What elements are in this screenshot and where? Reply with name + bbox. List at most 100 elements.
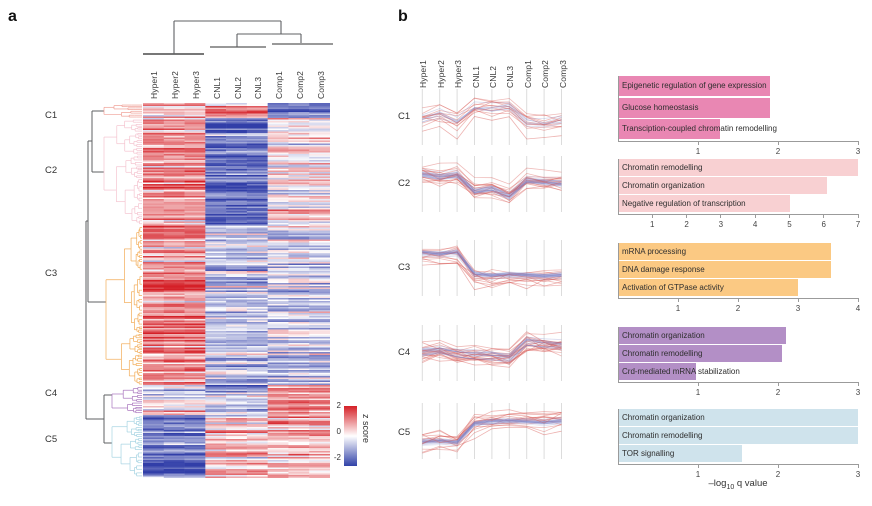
profile-line: [422, 339, 562, 356]
profile-line: [422, 416, 562, 447]
profile-line: [422, 110, 562, 132]
sample-label-b: Comp2: [540, 60, 551, 88]
go-x-axis: [618, 141, 858, 142]
profile-line: [422, 423, 562, 453]
cluster-label-a: C3: [45, 268, 58, 279]
profile-line: [422, 97, 562, 122]
profile-line: [422, 420, 562, 444]
go-bar-chart: Chromatin organization Chromatin remodell…: [618, 409, 860, 482]
profile-line: [422, 420, 562, 444]
go-axis-label-sub: 10: [726, 483, 735, 491]
profile-line: [422, 248, 562, 280]
cluster-label-b: C5: [398, 427, 411, 438]
go-bar: [619, 76, 771, 96]
sample-label-a: Hyper3: [190, 70, 201, 99]
go-tick-label: 2: [684, 220, 689, 229]
profile-line: [422, 331, 562, 355]
profile-line: [422, 251, 562, 277]
go-axis-tick: [686, 214, 688, 218]
profile-line: [422, 347, 562, 363]
profile-line: [422, 252, 562, 278]
go-axis-tick: [777, 141, 779, 145]
sample-label-a: CNL3: [253, 76, 264, 99]
profile-line: [422, 335, 562, 360]
profile-line: [422, 250, 562, 275]
go-bar: [619, 427, 858, 444]
go-bar: [619, 345, 783, 362]
profile-line: [422, 251, 562, 277]
go-bar-label: Transciption-coupled chromatin remodelli…: [622, 124, 777, 133]
sample-label-b: Hyper1: [418, 59, 429, 88]
sample-label-b: CNL2: [487, 65, 498, 88]
profile-line: [422, 175, 562, 198]
profile-line: [422, 162, 562, 185]
profile-line: [422, 169, 562, 198]
go-axis-tick: [754, 214, 756, 218]
go-bar-chart: Chromatin organization Chromatin remodell…: [618, 327, 860, 400]
go-axis-tick: [857, 141, 859, 145]
profile-line: [422, 251, 562, 276]
go-tick-label: 6: [821, 220, 826, 229]
cluster-label-a: C4: [45, 388, 58, 399]
go-bar-label: Chromatin remodelling: [622, 163, 703, 172]
profile-line: [422, 173, 562, 197]
go-axis-tick: [797, 298, 799, 302]
go-bar-chart: mRNA processing DNA damage response Activa…: [618, 243, 860, 316]
profile-line: [422, 254, 562, 282]
go-bar-label: TOR signalling: [622, 449, 675, 458]
profile-line: [422, 252, 562, 278]
profile-line: [422, 344, 562, 360]
profile-line: [422, 416, 562, 441]
profile-line: [422, 342, 562, 366]
profile-line: [422, 421, 562, 447]
profile-line: [422, 101, 562, 126]
go-y-axis: [618, 409, 619, 464]
profile-line: [422, 170, 562, 195]
profile-line: [422, 104, 562, 124]
profile-line: [422, 174, 562, 198]
go-bar: [619, 97, 771, 118]
go-bar-label: Chromatin organization: [622, 331, 705, 340]
sample-label-a: Comp3: [315, 71, 326, 99]
go-axis-tick: [677, 298, 679, 302]
go-tick-label: 2: [735, 304, 741, 313]
profile-line: [422, 418, 562, 442]
profile-line: [422, 346, 562, 368]
profile-line: [422, 249, 562, 275]
profile-line: [422, 424, 562, 451]
go-bar-label: Epigenetic regulation of gene expression: [622, 81, 767, 90]
profile-line: [422, 179, 562, 198]
profile-line: [422, 419, 562, 443]
go-bar: [619, 445, 743, 462]
go-tick-label: 2: [775, 388, 781, 397]
profile-line: [422, 262, 562, 291]
profile-line: [422, 344, 562, 365]
go-bar-label: Glucose homeostasis: [622, 102, 699, 112]
heatmap-canvas: [143, 103, 330, 478]
profile-line: [422, 252, 562, 278]
go-axis-tick: [737, 298, 739, 302]
go-bar: [619, 159, 858, 176]
profile-line: [422, 416, 562, 445]
go-bar: [619, 363, 697, 380]
profile-line: [422, 418, 562, 443]
profile-line: [422, 412, 562, 444]
profile-line: [422, 174, 562, 199]
cluster-label-b: C1: [398, 111, 411, 122]
profile-line: [422, 170, 562, 198]
profile-line: [422, 245, 562, 277]
profile-line: [422, 419, 562, 443]
profile-line: [422, 338, 562, 358]
profile-line: [422, 174, 562, 198]
profile-line: [422, 251, 562, 283]
cluster-label-b: C2: [398, 178, 411, 189]
go-bar: [619, 195, 790, 212]
go-bar-chart: Chromatin remodelling Chromatin organizat…: [618, 159, 860, 232]
profile-line: [422, 251, 562, 277]
profile-line: [422, 342, 562, 357]
profile-line: [422, 170, 562, 196]
profile-line: [422, 417, 562, 441]
go-axis-tick: [697, 464, 699, 468]
profile-line: [422, 411, 562, 441]
profile-line: [422, 256, 562, 284]
